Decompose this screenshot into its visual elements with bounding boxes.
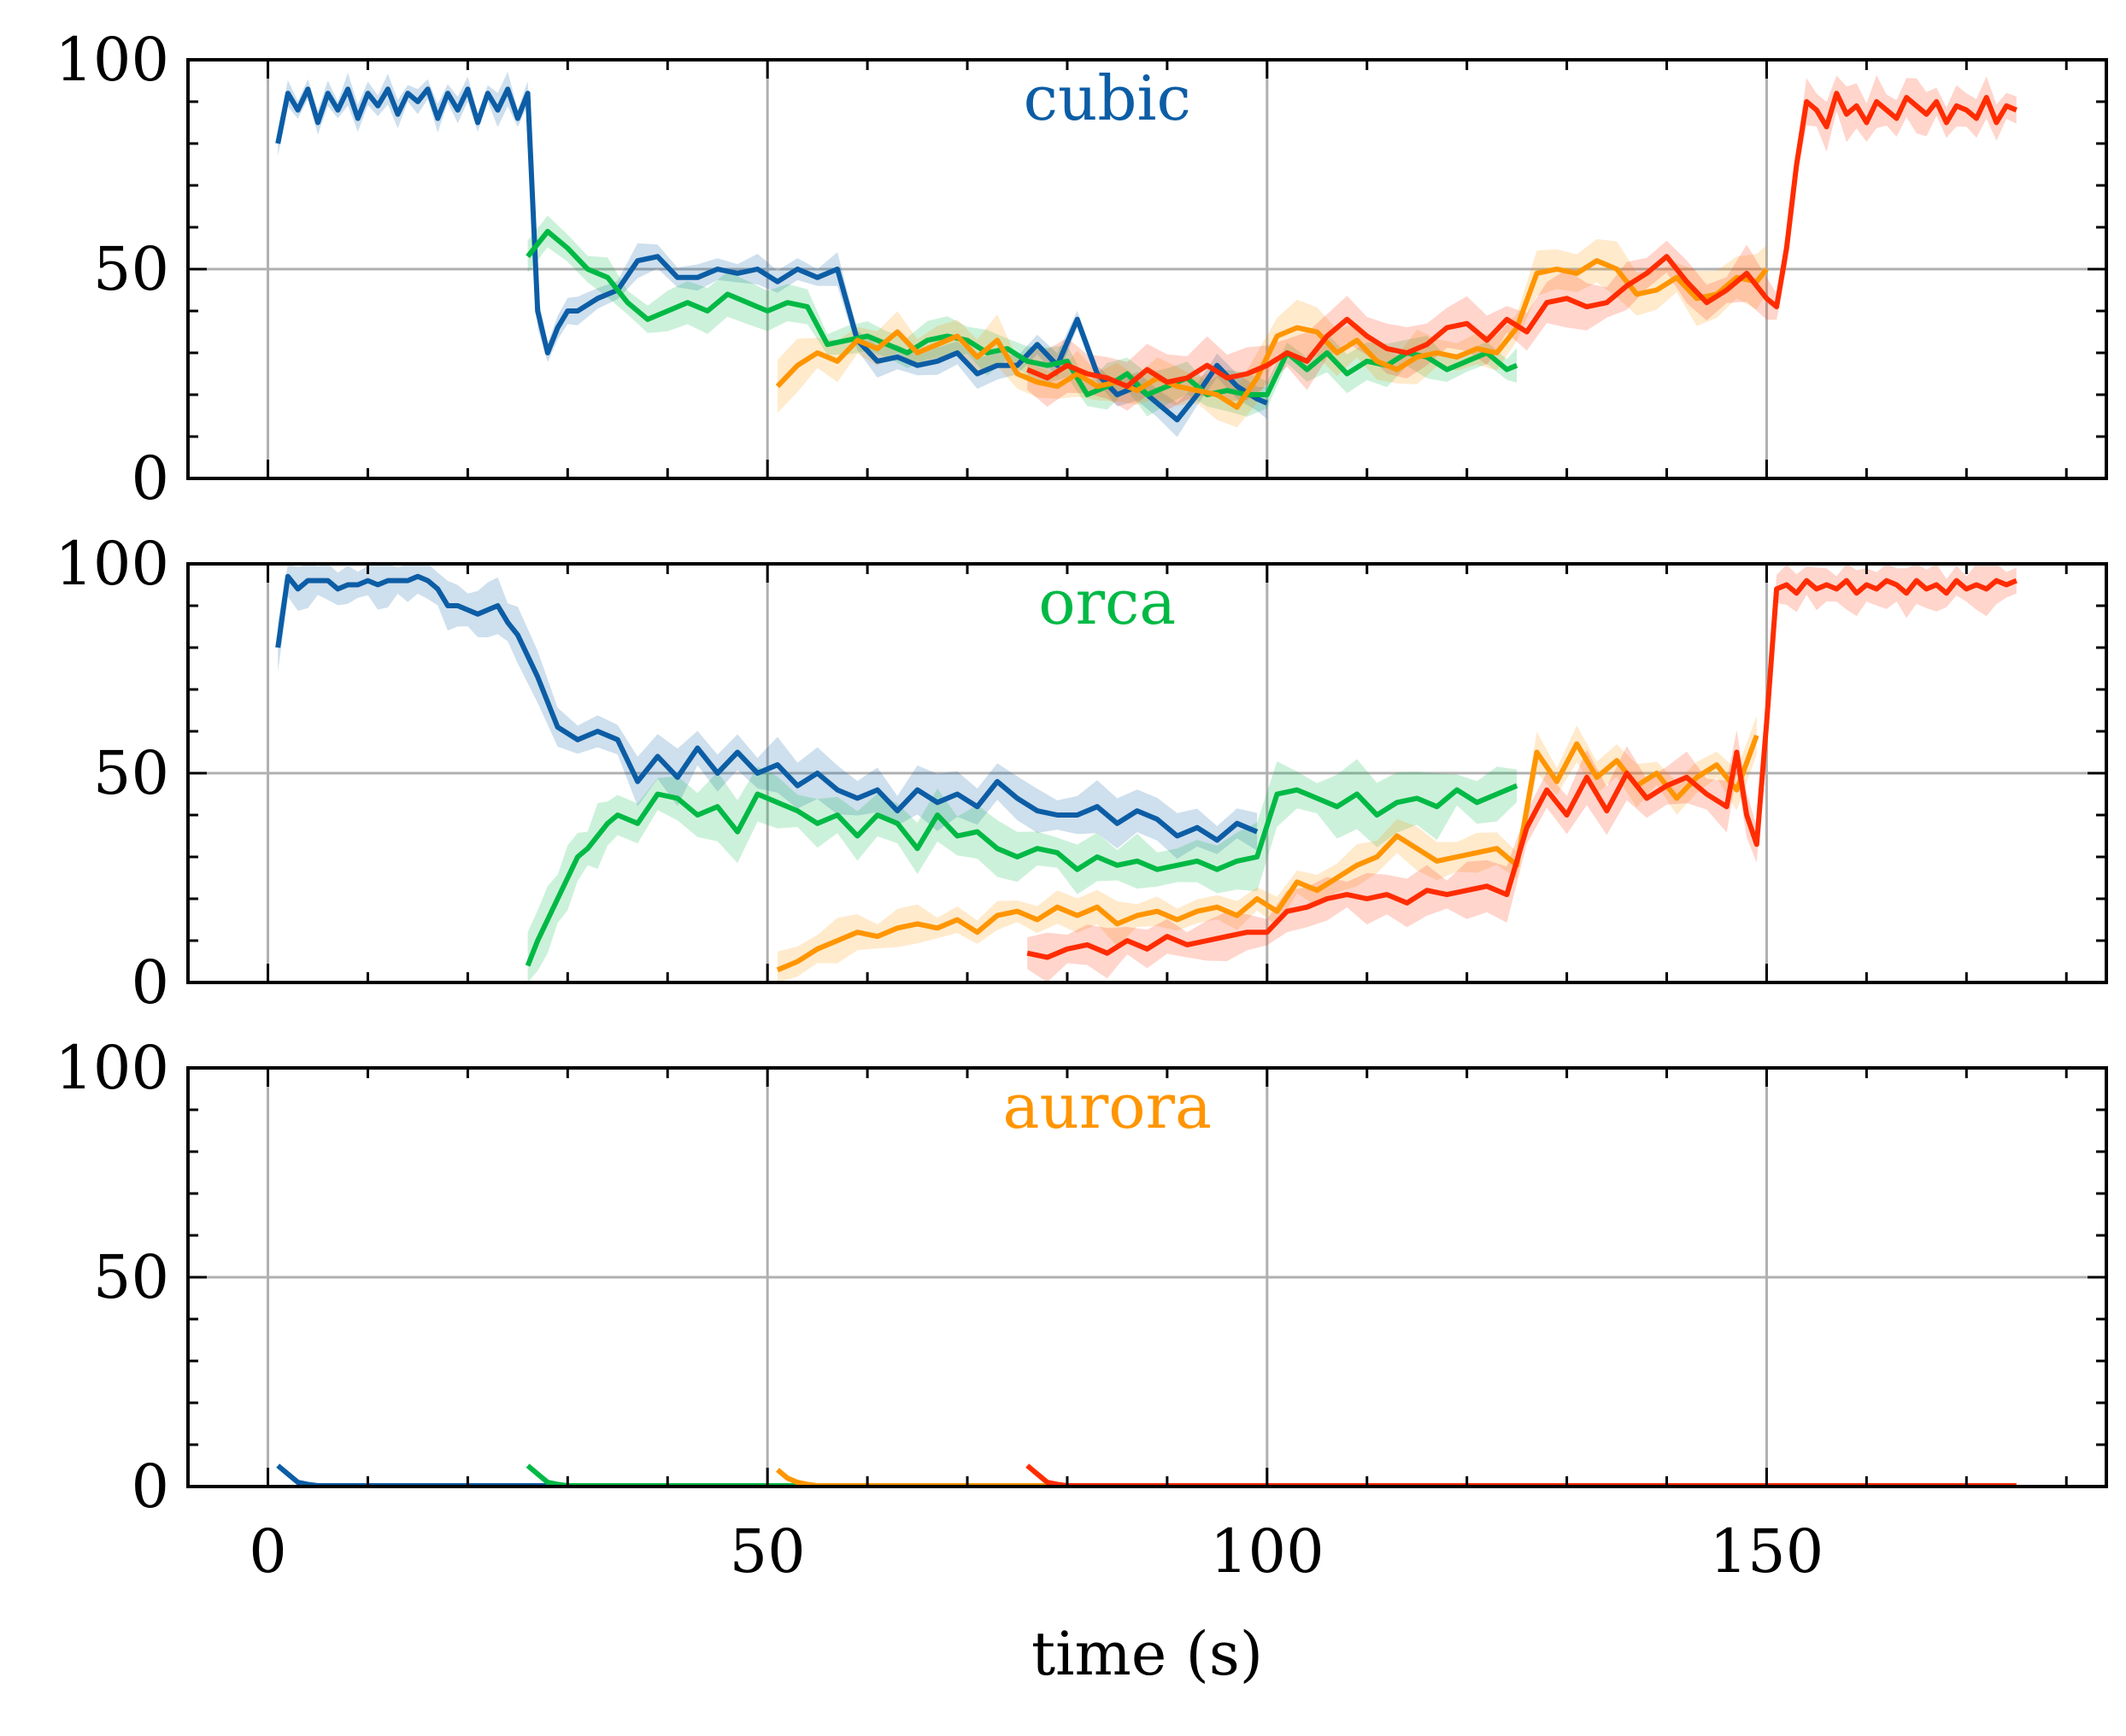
x-tick-label-150: 150 [1710,1516,1824,1586]
series-band-2 [527,215,1518,417]
y-tick-label-0: 0 [131,947,169,1018]
series-line-4 [1026,91,2017,390]
y-tick-label-50: 50 [93,738,169,808]
y-tick-label-100: 100 [55,25,169,95]
y-tick-label-100: 100 [55,1033,169,1103]
x-axis-label: time (s) [1031,1619,1263,1689]
series-band-1 [278,564,1258,859]
series-band-3 [777,238,1767,428]
series-line-2 [526,1463,1518,1487]
panel-cubic: 0 50 100 cubic [55,25,2108,513]
y-tick-label-50: 50 [93,1242,169,1312]
panel-aurora: 0 50 100 aurora [55,1033,2108,1522]
series-line-2 [525,783,1518,967]
x-tick-label-50: 50 [730,1516,806,1586]
series-line-1 [275,86,1268,423]
y-tick-label-100: 100 [55,529,169,599]
series-band-1 [278,72,1267,437]
plot-area [275,72,2017,437]
series-line-1 [275,573,1259,843]
series-line-1 [276,1463,1267,1487]
panel-title-aurora: aurora [1003,1070,1212,1142]
y-tick-label-0: 0 [131,443,169,513]
panel-title-cubic: cubic [1024,62,1191,134]
panel-orca: 0 50 100 orca [55,529,2108,1018]
y-tick-label-50: 50 [93,234,169,304]
x-tick-label-100: 100 [1210,1516,1324,1586]
series-line-4 [1025,1463,2017,1487]
plot-area [276,1463,2017,1487]
panel-title-orca: orca [1038,566,1176,638]
series-line-3 [775,258,1769,410]
series-line-4 [1026,578,2017,960]
plot-area [275,564,2017,982]
series-line-3 [776,734,1759,973]
y-tick-label-0: 0 [131,1452,169,1522]
x-tick-label-0: 0 [249,1516,287,1586]
series-line-2 [526,228,1518,397]
